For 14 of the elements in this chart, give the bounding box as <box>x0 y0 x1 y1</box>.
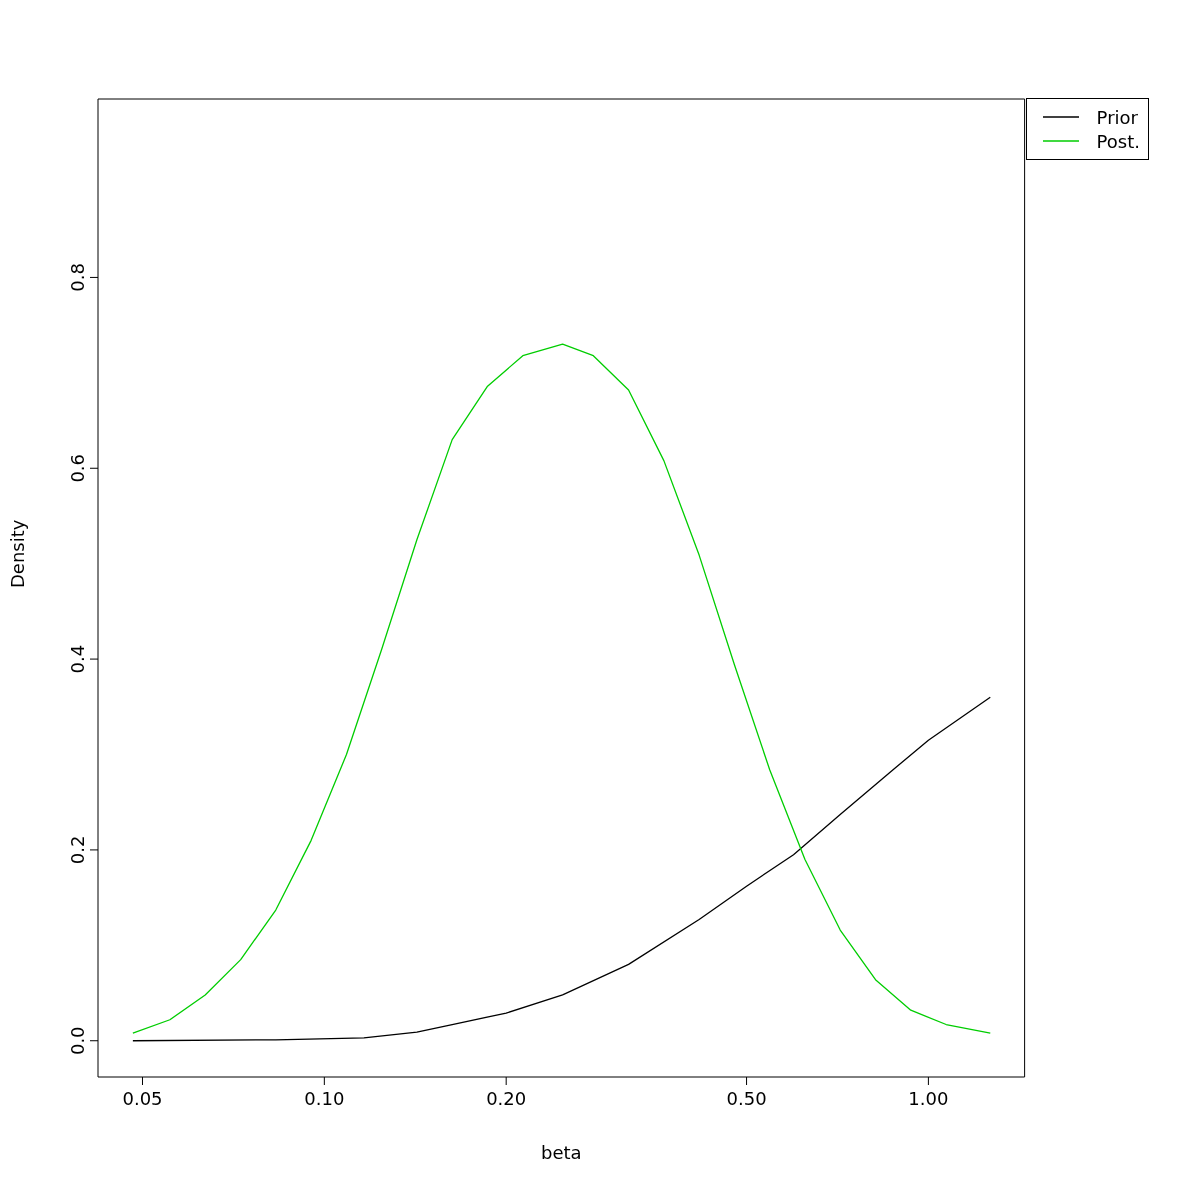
x-tick-label: 0.20 <box>486 1088 527 1109</box>
y-tick-label: 0.0 <box>67 1026 88 1056</box>
x-tick-label: 0.50 <box>726 1088 767 1109</box>
x-tick-label: 0.10 <box>304 1088 345 1109</box>
legend-label: Post. <box>1096 130 1140 152</box>
y-tick-label: 0.6 <box>67 453 88 483</box>
y-tick-label: 0.2 <box>67 835 88 865</box>
legend-label: Prior <box>1096 106 1138 128</box>
x-axis-title: beta <box>541 1142 582 1163</box>
x-tick-label: 1.00 <box>908 1088 949 1109</box>
x-tick-label: 0.05 <box>122 1088 163 1109</box>
y-tick-label: 0.4 <box>67 644 88 674</box>
y-tick-label: 0.8 <box>67 263 88 292</box>
y-axis-title: Density <box>7 519 29 588</box>
